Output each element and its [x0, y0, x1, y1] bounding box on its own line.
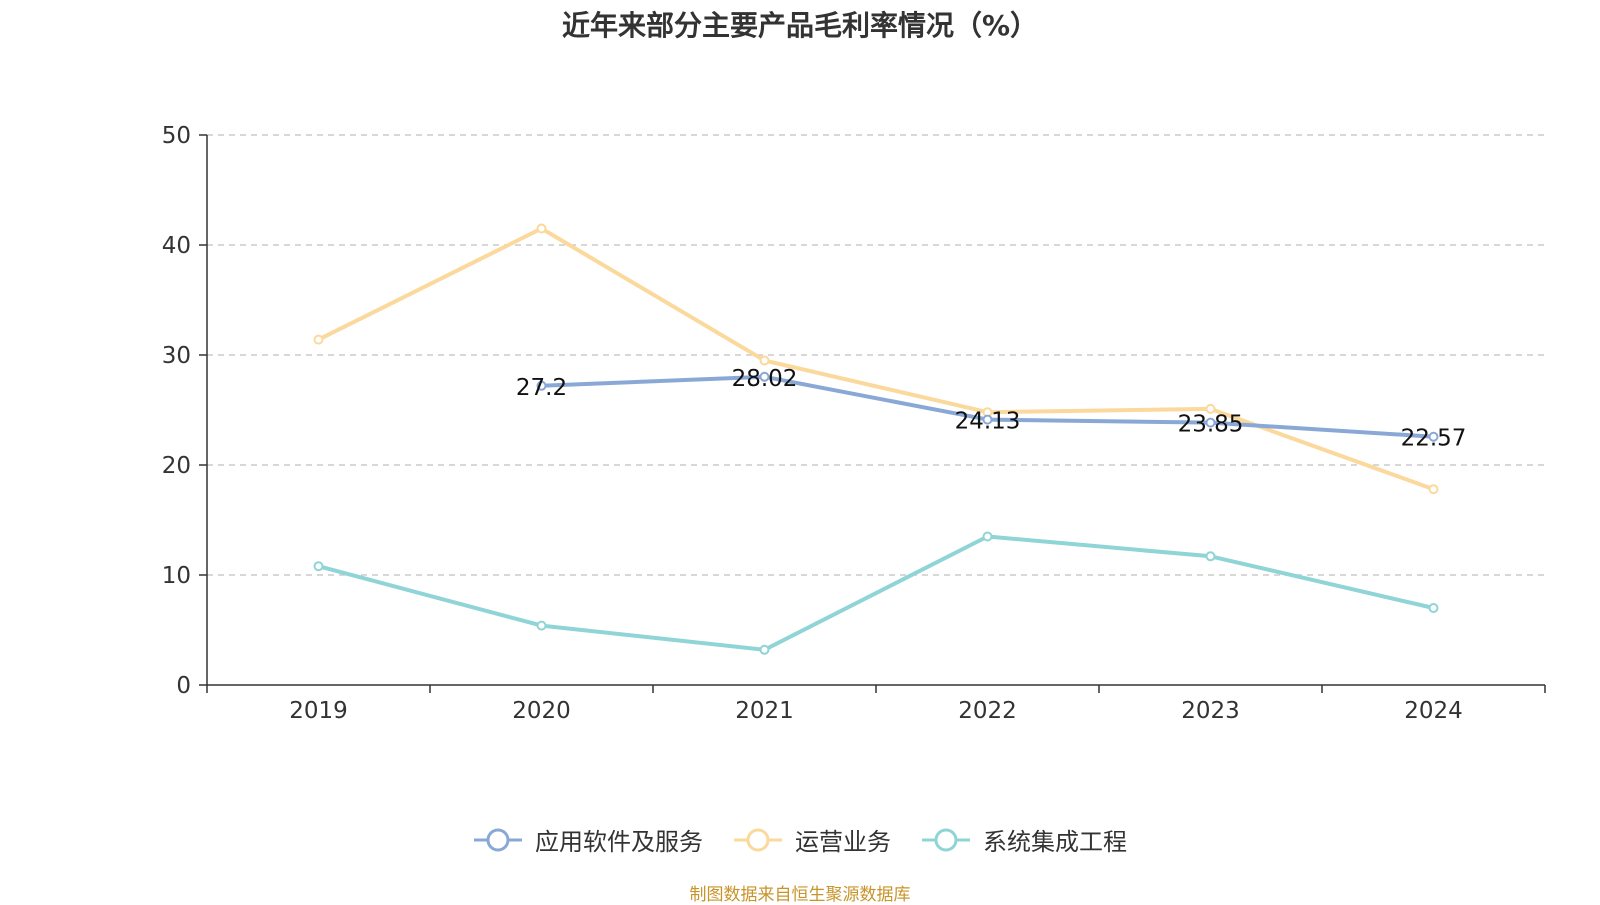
data-point — [1205, 551, 1216, 562]
y-tick-label: 0 — [176, 673, 191, 699]
data-point — [313, 334, 324, 345]
y-tick-label: 50 — [162, 123, 191, 149]
data-point — [759, 644, 770, 655]
source-note: 制图数据来自恒生聚源数据库 — [689, 885, 911, 905]
data-label: 22.57 — [1401, 426, 1467, 452]
data-point — [982, 414, 993, 425]
legend-label: 运营业务 — [795, 828, 891, 856]
x-tick-label: 2023 — [1181, 698, 1240, 724]
legend-marker-icon — [474, 828, 522, 851]
data-point — [759, 371, 770, 382]
legend-label: 应用软件及服务 — [535, 828, 703, 856]
data-point — [313, 561, 324, 572]
data-point — [536, 620, 547, 631]
x-tick-label: 2021 — [735, 698, 794, 724]
chart-title: 近年来部分主要产品毛利率情况（%） — [561, 9, 1039, 42]
data-labels: 27.2 28.02 24.13 23.85 22.57 — [516, 366, 1467, 452]
data-point — [759, 355, 770, 366]
data-point — [1205, 403, 1216, 414]
data-label: 24.13 — [955, 409, 1021, 435]
y-tick-label: 20 — [162, 453, 191, 479]
data-point — [1205, 417, 1216, 428]
legend-item[interactable]: 应用软件及服务 — [473, 822, 703, 857]
data-label: 23.85 — [1178, 412, 1244, 438]
data-point — [1428, 484, 1439, 495]
y-tick-label: 40 — [162, 233, 191, 259]
x-tick-label: 2019 — [289, 698, 348, 724]
data-point — [982, 531, 993, 542]
legend-marker-icon — [922, 828, 970, 851]
data-point — [536, 223, 547, 234]
data-point — [1428, 603, 1439, 613]
y-tick-label: 10 — [162, 563, 191, 589]
data-point — [536, 380, 547, 391]
data-label: 28.02 — [732, 366, 798, 392]
y-tick-label: 30 — [162, 343, 191, 369]
data-label: 27.2 — [516, 375, 567, 401]
legend-label: 系统集成工程 — [983, 828, 1127, 856]
x-tick-label: 2020 — [512, 698, 571, 724]
legend-marker-icon — [734, 828, 782, 851]
x-tick-label: 2022 — [958, 698, 1017, 724]
series-lines — [313, 223, 1439, 655]
gridlines — [207, 134, 1545, 576]
data-point — [1428, 431, 1439, 442]
x-tick-label: 2024 — [1404, 698, 1463, 724]
series-line — [317, 534, 1434, 652]
legend-item[interactable]: 运营业务 — [733, 822, 891, 857]
series-line — [317, 226, 1435, 492]
axes: 0 10 20 30 40 50 2019 2020 2021 2022 2023 2024 — [162, 123, 1546, 724]
legend-item[interactable]: 系统集成工程 — [921, 822, 1127, 857]
legend: 应用软件及服务 运营业务 系统集成工程 — [0, 822, 1600, 857]
